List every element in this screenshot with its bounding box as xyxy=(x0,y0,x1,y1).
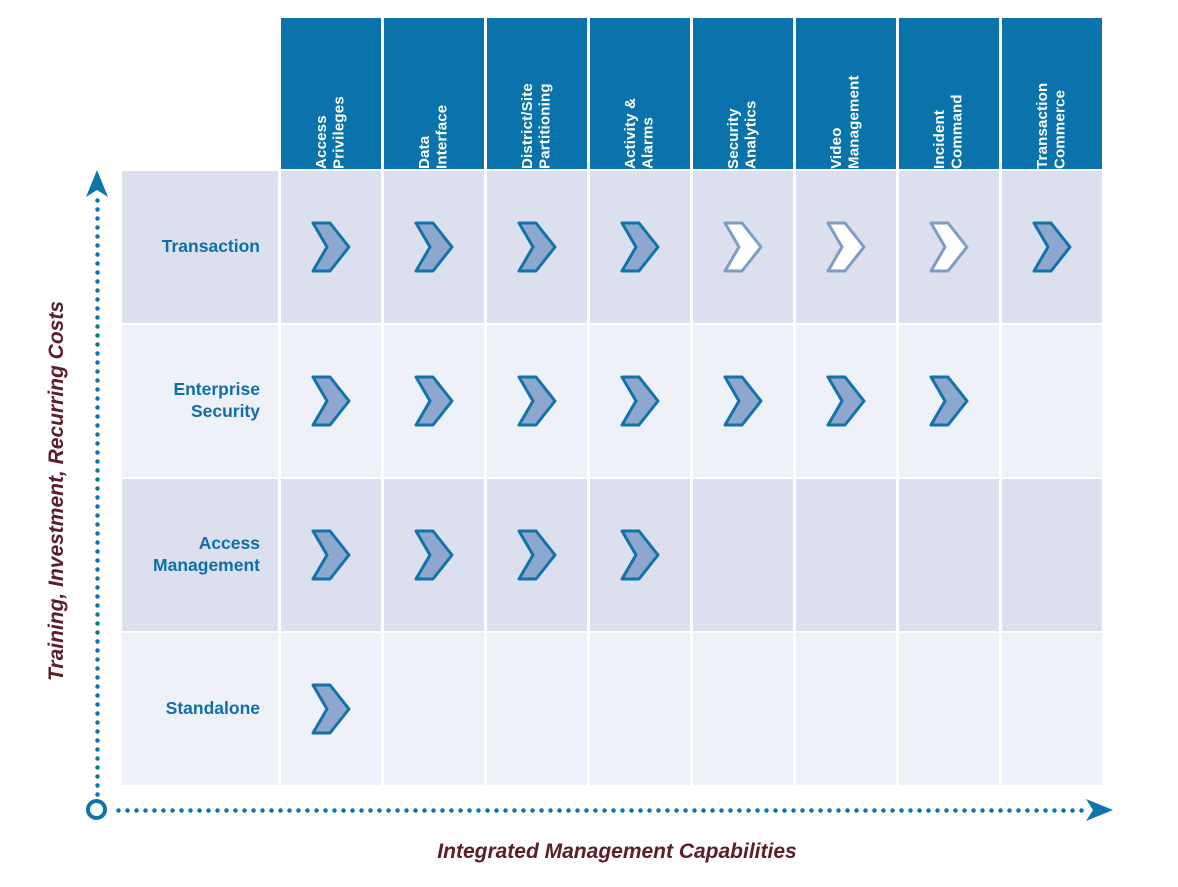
column-header-label: Activity & Alarms xyxy=(622,97,657,169)
chevron-right-icon-filled xyxy=(620,221,660,273)
row-label-standalone: Standalone xyxy=(122,633,278,785)
matrix-cell-access-management-incident-command xyxy=(899,479,999,631)
matrix-cell-transaction-data-interface xyxy=(384,171,484,323)
column-header-data-interface: Data Interface xyxy=(384,18,484,169)
matrix-cell-enterprise-security-security-analytics xyxy=(693,325,793,477)
chevron-right-icon-filled xyxy=(826,375,866,427)
matrix-cell-standalone-district-site-partitioning xyxy=(487,633,587,785)
chevron-right-icon-filled xyxy=(414,529,454,581)
chevron-right-icon-filled xyxy=(517,529,557,581)
matrix-cell-standalone-video-management xyxy=(796,633,896,785)
chevron-right-icon-filled xyxy=(620,529,660,581)
matrix-cell-enterprise-security-access-privileges xyxy=(281,325,381,477)
matrix-cell-standalone-transaction-commerce xyxy=(1002,633,1102,785)
column-header-label: Access Privileges xyxy=(313,96,348,169)
column-header-label: District/Site Partitioning xyxy=(519,83,554,169)
column-header-label: Security Analytics xyxy=(725,100,760,170)
chevron-right-icon-outline xyxy=(826,221,866,273)
matrix-cell-transaction-incident-command xyxy=(899,171,999,323)
chevron-right-icon-filled xyxy=(517,375,557,427)
chevron-right-icon-filled xyxy=(723,375,763,427)
chevron-right-icon-filled xyxy=(311,375,351,427)
chevron-right-icon-filled xyxy=(517,221,557,273)
row-label-access-management: Access Management xyxy=(122,479,278,631)
chevron-right-icon-filled xyxy=(1032,221,1072,273)
row-label-transaction: Transaction xyxy=(122,171,278,323)
column-header-access-privileges: Access Privileges xyxy=(281,18,381,169)
y-axis-arrow-up-icon xyxy=(86,170,108,197)
x-axis-arrow-right-icon xyxy=(1086,799,1113,821)
column-header-security-analytics: Security Analytics xyxy=(693,18,793,169)
matrix-cell-standalone-activity-alarms xyxy=(590,633,690,785)
capability-matrix: Access Privileges Data Interface District/… xyxy=(122,18,1102,785)
matrix-cell-enterprise-security-incident-command xyxy=(899,325,999,477)
column-header-label: Incident Command xyxy=(931,94,966,169)
matrix-cell-enterprise-security-district-site-partitioning xyxy=(487,325,587,477)
matrix-cell-standalone-security-analytics xyxy=(693,633,793,785)
matrix-cell-access-management-security-analytics xyxy=(693,479,793,631)
matrix-cell-access-management-district-site-partitioning xyxy=(487,479,587,631)
column-header-video-management: Video Management xyxy=(796,18,896,169)
matrix-cell-access-management-transaction-commerce xyxy=(1002,479,1102,631)
chevron-right-icon-outline xyxy=(723,221,763,273)
matrix-cell-standalone-incident-command xyxy=(899,633,999,785)
row-label-enterprise-security: Enterprise Security xyxy=(122,325,278,477)
chevron-right-icon-filled xyxy=(311,529,351,581)
matrix-cell-standalone-access-privileges xyxy=(281,633,381,785)
column-header-label: Transaction Commerce xyxy=(1034,82,1069,169)
matrix-cell-enterprise-security-video-management xyxy=(796,325,896,477)
chevron-right-icon-filled xyxy=(620,375,660,427)
matrix-cell-enterprise-security-data-interface xyxy=(384,325,484,477)
chevron-right-icon-filled xyxy=(414,221,454,273)
matrix-cell-transaction-district-site-partitioning xyxy=(487,171,587,323)
column-header-label: Video Management xyxy=(828,75,863,169)
matrix-cell-standalone-data-interface xyxy=(384,633,484,785)
matrix-cell-enterprise-security-transaction-commerce xyxy=(1002,325,1102,477)
matrix-cell-enterprise-security-activity-alarms xyxy=(590,325,690,477)
column-header-district-site-partitioning: District/Site Partitioning xyxy=(487,18,587,169)
x-axis-label: Integrated Management Capabilities xyxy=(437,840,797,863)
chevron-right-icon-filled xyxy=(929,375,969,427)
column-header-label: Data Interface xyxy=(416,104,451,169)
column-header-transaction-commerce: Transaction Commerce xyxy=(1002,18,1102,169)
matrix-cell-transaction-activity-alarms xyxy=(590,171,690,323)
matrix-cell-access-management-activity-alarms xyxy=(590,479,690,631)
matrix-cell-access-management-video-management xyxy=(796,479,896,631)
matrix-cell-transaction-transaction-commerce xyxy=(1002,171,1102,323)
matrix-cell-access-management-access-privileges xyxy=(281,479,381,631)
matrix-cell-transaction-access-privileges xyxy=(281,171,381,323)
y-axis-dotted-line xyxy=(95,196,100,802)
chevron-right-icon-filled xyxy=(311,221,351,273)
column-header-incident-command: Incident Command xyxy=(899,18,999,169)
chevron-right-icon-outline xyxy=(929,221,969,273)
matrix-cell-transaction-video-management xyxy=(796,171,896,323)
matrix-cell-transaction-security-analytics xyxy=(693,171,793,323)
matrix-corner-spacer xyxy=(122,18,278,169)
column-header-activity-alarms: Activity & Alarms xyxy=(590,18,690,169)
y-axis-label: Training, Investment, Recurring Costs xyxy=(45,300,68,682)
origin-circle-icon xyxy=(86,799,107,820)
chevron-right-icon-filled xyxy=(311,683,351,735)
x-axis-dotted-line xyxy=(114,808,1086,813)
chevron-right-icon-filled xyxy=(414,375,454,427)
matrix-cell-access-management-data-interface xyxy=(384,479,484,631)
